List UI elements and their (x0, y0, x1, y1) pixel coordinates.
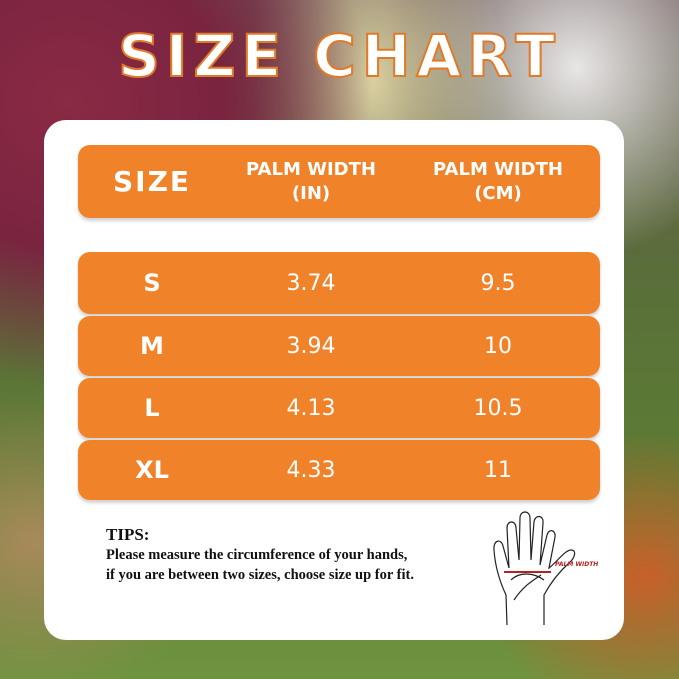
table-row: S 3.74 9.5 (78, 252, 600, 314)
inch-cell: 4.13 (286, 395, 336, 421)
table-header: SIZE PALM WIDTH (IN) PALM WIDTH (CM) (78, 145, 600, 218)
header-cm-line2: (CM) (474, 182, 522, 204)
cm-cell: 11 (484, 457, 512, 483)
tips-line-2: if you are between two sizes, choose siz… (106, 567, 414, 583)
cm-cell: 10 (484, 333, 512, 359)
table-row: L 4.13 10.5 (78, 378, 600, 438)
cm-cell: 9.5 (480, 270, 516, 296)
tips-line-1: Please measure the circumference of your… (106, 547, 408, 563)
size-cell: S (143, 269, 161, 297)
table-row: XL 4.33 11 (78, 440, 600, 500)
table-row: M 3.94 10 (78, 316, 600, 376)
header-size: SIZE (112, 165, 191, 198)
size-chart-card: SIZE PALM WIDTH (IN) PALM WIDTH (CM) S 3.7… (44, 120, 624, 640)
header-cm-line1: PALM WIDTH (433, 158, 563, 180)
inch-cell: 3.74 (286, 270, 336, 296)
inch-cell: 4.33 (286, 457, 336, 483)
page-title: SIZE CHART (117, 21, 561, 91)
header-in-line2: (IN) (291, 182, 331, 204)
tips-section: TIPS: Please measure the circumference o… (106, 525, 414, 585)
tips-heading: TIPS: (106, 525, 150, 544)
hand-diagram-icon: PALM WIDTH (493, 511, 598, 626)
size-cell: XL (135, 456, 169, 484)
header-in-line1: PALM WIDTH (246, 158, 376, 180)
cm-cell: 10.5 (473, 395, 523, 421)
inch-cell: 3.94 (286, 333, 336, 359)
header-palm-width-in: PALM WIDTH (IN) (226, 145, 396, 218)
size-cell: L (144, 394, 160, 422)
header-palm-width-cm: PALM WIDTH (CM) (396, 145, 600, 218)
size-cell: M (140, 332, 164, 360)
palm-width-label: PALM WIDTH (555, 561, 598, 568)
